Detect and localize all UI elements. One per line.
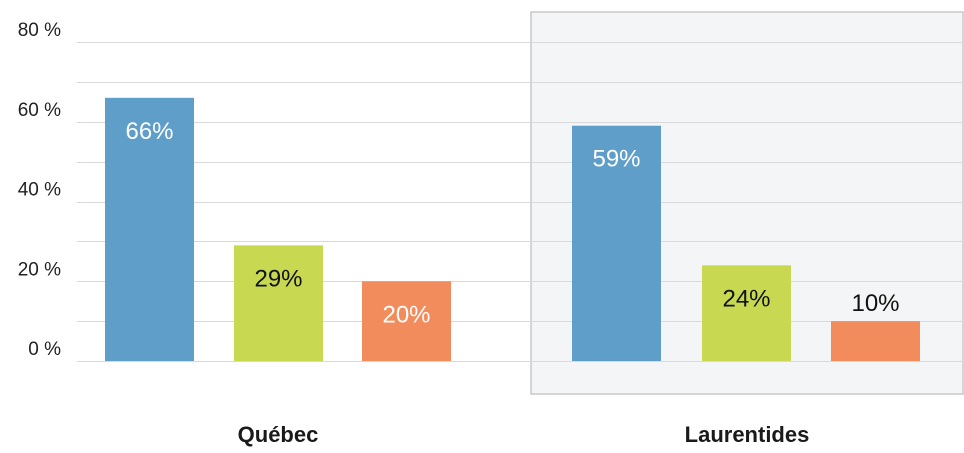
category-label-quebec: Québec [238, 422, 319, 447]
bar-laurentides-1 [572, 125, 661, 361]
bar-quebec-1 [105, 97, 194, 361]
data-labels: 66% 29% 20% 59% 24% 10% [125, 118, 899, 328]
bar-laurentides-3 [831, 321, 920, 361]
y-tick-label-40: 40 % [18, 180, 61, 201]
y-tick-label-20: 20 % [18, 259, 61, 280]
data-label-laurentides-1: 59% [592, 146, 640, 173]
bar-quebec-2 [234, 245, 323, 361]
y-tick-label-0: 0 % [28, 339, 61, 360]
y-tick-label-80: 80 % [18, 20, 61, 41]
category-label-laurentides: Laurentides [685, 422, 810, 447]
data-label-quebec-2: 29% [254, 265, 302, 292]
data-label-laurentides-3: 10% [851, 290, 899, 317]
data-label-quebec-3: 20% [382, 301, 430, 328]
bars [105, 97, 920, 361]
bar-laurentides-2 [702, 265, 791, 361]
grid-layer [77, 42, 964, 362]
data-label-quebec-1: 66% [125, 118, 173, 145]
bar-quebec-3 [362, 281, 451, 361]
category-labels: Québec Laurentides [238, 422, 810, 447]
data-label-laurentides-2: 24% [722, 285, 770, 312]
y-tick-label-60: 60 % [18, 100, 61, 121]
y-tick-labels: 0 % 20 % 40 % 60 % 80 % [18, 20, 61, 360]
